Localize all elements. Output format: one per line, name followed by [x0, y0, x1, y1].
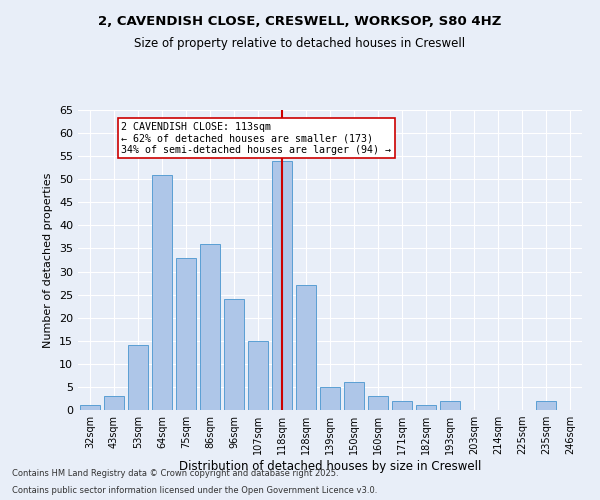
- Bar: [104, 396, 124, 410]
- Bar: [296, 286, 316, 410]
- Y-axis label: Number of detached properties: Number of detached properties: [43, 172, 53, 348]
- Bar: [200, 244, 220, 410]
- X-axis label: Distribution of detached houses by size in Creswell: Distribution of detached houses by size …: [179, 460, 481, 473]
- Bar: [416, 406, 436, 410]
- Bar: [272, 161, 292, 410]
- Text: 2, CAVENDISH CLOSE, CRESWELL, WORKSOP, S80 4HZ: 2, CAVENDISH CLOSE, CRESWELL, WORKSOP, S…: [98, 15, 502, 28]
- Text: 2 CAVENDISH CLOSE: 113sqm
← 62% of detached houses are smaller (173)
34% of semi: 2 CAVENDISH CLOSE: 113sqm ← 62% of detac…: [121, 122, 391, 154]
- Bar: [368, 396, 388, 410]
- Bar: [536, 401, 556, 410]
- Text: Contains HM Land Registry data © Crown copyright and database right 2025.: Contains HM Land Registry data © Crown c…: [12, 468, 338, 477]
- Bar: [440, 401, 460, 410]
- Bar: [176, 258, 196, 410]
- Text: Contains public sector information licensed under the Open Government Licence v3: Contains public sector information licen…: [12, 486, 377, 495]
- Text: Size of property relative to detached houses in Creswell: Size of property relative to detached ho…: [134, 38, 466, 51]
- Bar: [80, 406, 100, 410]
- Bar: [128, 346, 148, 410]
- Bar: [224, 299, 244, 410]
- Bar: [248, 341, 268, 410]
- Bar: [392, 401, 412, 410]
- Bar: [344, 382, 364, 410]
- Bar: [152, 174, 172, 410]
- Bar: [320, 387, 340, 410]
